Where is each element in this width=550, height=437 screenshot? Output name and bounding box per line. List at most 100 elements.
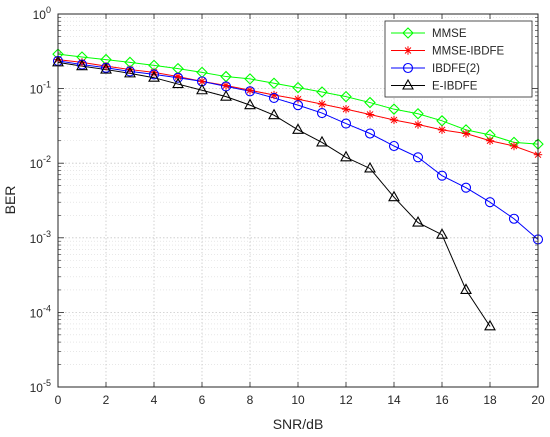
x-tick-label: 6 (199, 393, 206, 407)
series-line-mmse (57, 53, 539, 145)
legend-item-mmse: MMSE (391, 27, 467, 40)
data-point-e-ibdfe (76, 59, 88, 71)
x-axis: 0 2 4 6 8 10 12 14 16 18 20 (55, 14, 545, 407)
data-point-e-ibdfe (484, 319, 496, 331)
data-point-ibdfe-2 (508, 213, 520, 224)
data-point-mmse-ibdfe (365, 110, 375, 119)
star-stroke (414, 121, 422, 128)
star-stroke (438, 126, 446, 134)
data-point-mmse (268, 77, 280, 90)
legend-marker (402, 78, 414, 90)
data-point-mmse-ibdfe (437, 125, 447, 135)
data-point-mmse (316, 86, 328, 98)
star-stroke (342, 105, 350, 113)
star-stroke (174, 73, 182, 80)
x-tick-label: 8 (247, 393, 254, 407)
data-point-e-ibdfe (100, 62, 112, 74)
x-tick-label: 16 (435, 393, 449, 407)
data-point-mmse-ibdfe (485, 136, 495, 145)
series-points-e-ibdfe (52, 55, 496, 331)
y-tick-label: 10-4 (30, 303, 51, 320)
data-point-e-ibdfe (292, 123, 304, 134)
data-point-e-ibdfe (172, 77, 184, 89)
data-point-mmse (340, 90, 352, 103)
legend-label: IBDFE(2) (432, 63, 480, 75)
star-stroke (318, 100, 326, 108)
data-point-ibdfe-2 (316, 108, 328, 119)
y-axis: 100 10-1 10-2 10-3 10-4 10-5 (30, 5, 538, 395)
star-stroke (390, 116, 398, 124)
data-point-ibdfe-2 (436, 170, 448, 181)
series-markers (52, 48, 544, 331)
data-point-mmse-ibdfe (269, 90, 279, 100)
data-point-mmse (412, 107, 424, 120)
legend-label: MMSE-IBDFE (432, 46, 505, 58)
data-point-mmse (388, 103, 400, 115)
data-point-e-ibdfe (148, 71, 160, 82)
data-point-ibdfe-2 (388, 140, 400, 152)
star-stroke (486, 137, 494, 145)
legend-item-mmse-ibdfe: MMSE-IBDFE (391, 46, 505, 58)
data-point-mmse-ibdfe (221, 81, 231, 90)
data-point-e-ibdfe (412, 215, 424, 227)
data-point-mmse-ibdfe (413, 120, 423, 129)
x-tick-label: 0 (55, 393, 62, 407)
data-point-e-ibdfe (460, 283, 472, 294)
data-point-ibdfe-2 (172, 72, 184, 83)
data-point-e-ibdfe (196, 83, 208, 95)
legend-label: MMSE (432, 28, 467, 40)
data-point-mmse-ibdfe (245, 86, 255, 95)
data-point-ibdfe-2 (460, 182, 472, 193)
x-tick-label: 2 (103, 393, 110, 407)
x-tick-label: 12 (339, 393, 353, 407)
x-tick-label: 14 (387, 393, 401, 407)
data-point-mmse-ibdfe (461, 129, 471, 138)
data-point-e-ibdfe (220, 90, 232, 101)
data-point-mmse (292, 81, 304, 94)
data-point-ibdfe-2 (244, 86, 256, 97)
legend-label: E-IBDFE (432, 81, 478, 93)
y-tick-label: 10-3 (30, 229, 51, 246)
star-stroke (222, 82, 230, 89)
data-point-e-ibdfe (340, 150, 352, 162)
star-stroke (462, 130, 470, 137)
data-point-mmse (244, 73, 256, 85)
star-stroke (510, 142, 518, 150)
y-tick-label: 10-5 (30, 378, 51, 395)
data-point-ibdfe-2 (364, 128, 376, 139)
legend-marker (402, 62, 414, 74)
series-line-ibdfe-2 (57, 60, 539, 240)
star-stroke (246, 86, 254, 94)
star-stroke (404, 47, 412, 54)
x-tick-label: 20 (531, 393, 545, 407)
data-point-e-ibdfe (388, 190, 400, 202)
data-point-mmse-ibdfe (341, 104, 351, 114)
legend: MMSE MMSE-IBDFE IBDFE(2) E-IBDFE (384, 20, 533, 98)
data-point-ibdfe-2 (412, 152, 424, 163)
data-point-e-ibdfe (268, 108, 280, 120)
star-stroke (198, 78, 206, 85)
data-point-mmse-ibdfe (389, 115, 399, 125)
data-point-ibdfe-2 (148, 69, 160, 80)
data-point-mmse-ibdfe (509, 141, 519, 151)
legend-item-e-ibdfe: E-IBDFE (391, 78, 478, 93)
data-point-e-ibdfe (244, 98, 256, 110)
data-point-ibdfe-2 (268, 92, 280, 103)
data-point-ibdfe-2 (292, 100, 304, 111)
x-tick-label: 10 (291, 393, 305, 407)
y-tick-label: 100 (33, 5, 51, 22)
data-point-e-ibdfe (436, 228, 448, 239)
x-tick-label: 18 (483, 393, 497, 407)
y-tick-label: 10-2 (30, 154, 51, 171)
legend-item-ibdfe-2: IBDFE(2) (391, 62, 480, 75)
data-point-e-ibdfe (124, 66, 136, 78)
data-point-mmse (364, 96, 376, 109)
data-point-e-ibdfe (316, 135, 328, 147)
x-tick-label: 4 (151, 393, 158, 407)
data-point-ibdfe-2 (484, 197, 496, 208)
data-point-mmse-ibdfe (317, 99, 327, 109)
data-point-e-ibdfe (364, 161, 376, 173)
legend-box (384, 20, 533, 98)
star-stroke (366, 111, 374, 118)
